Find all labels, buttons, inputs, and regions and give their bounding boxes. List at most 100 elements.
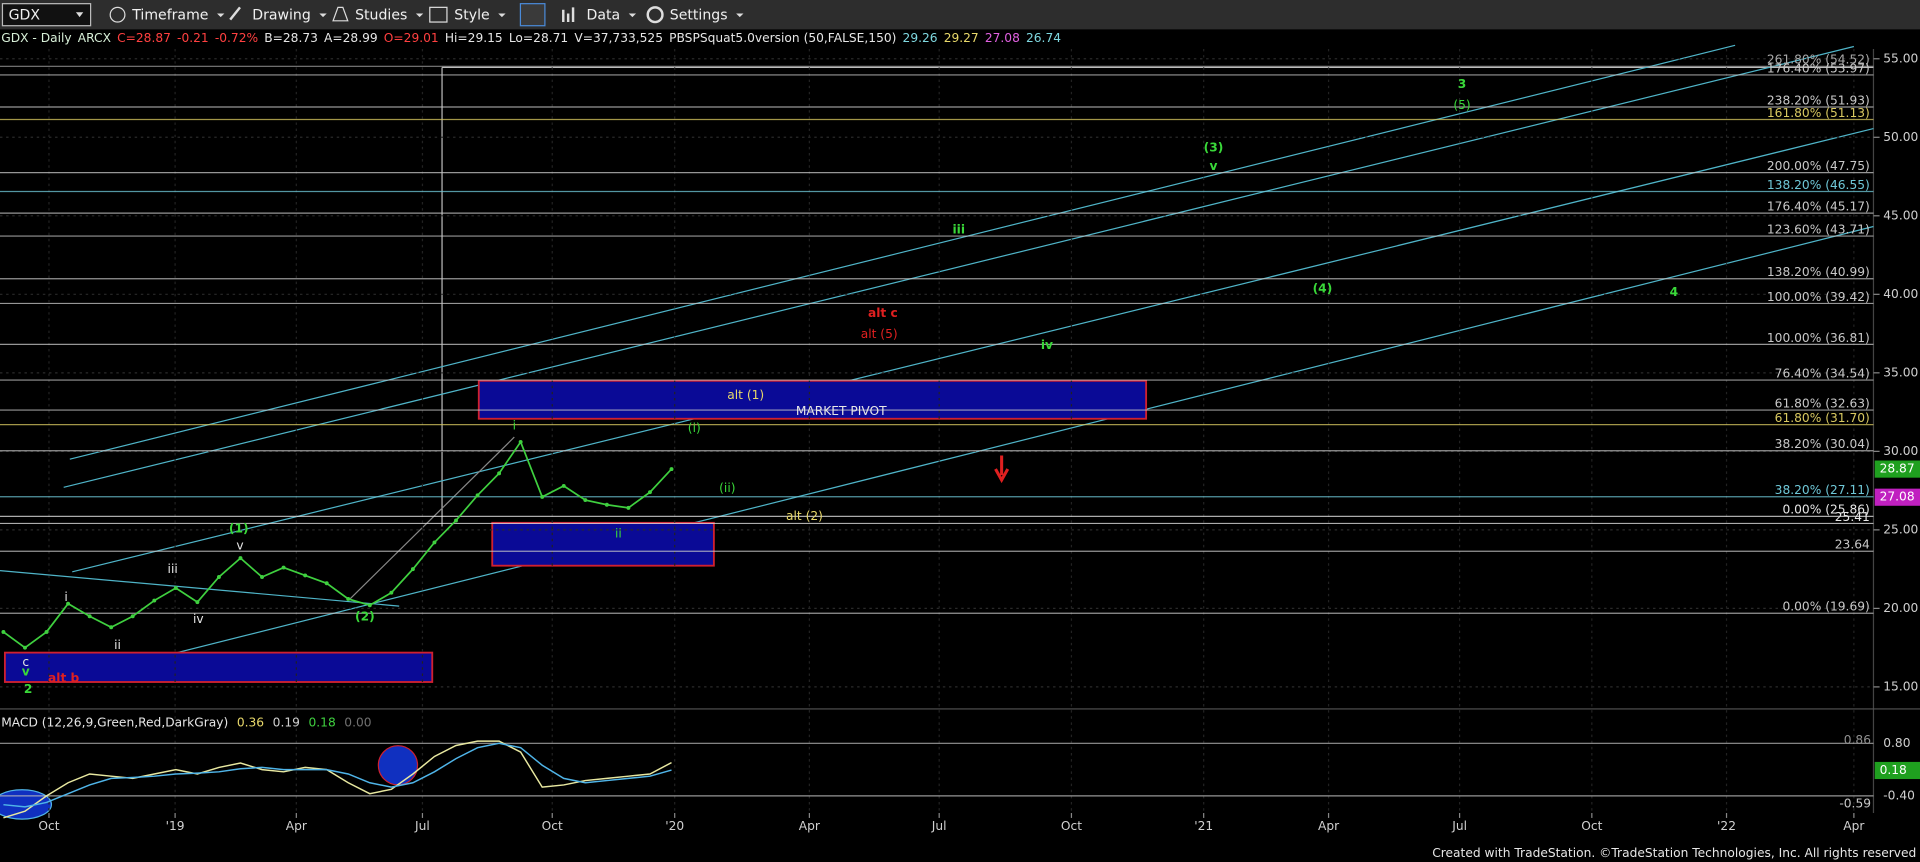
toolbar (0, 0, 1920, 30)
fib-label: 0.00% (19.69) (1782, 600, 1869, 614)
status-item: ARCX (78, 30, 111, 44)
fib-label: 23.64 (1835, 538, 1870, 552)
menu-chevron[interactable] (628, 13, 637, 18)
fib-label: 61.80% (31.70) (1775, 411, 1870, 425)
status-item: A=28.99 (324, 30, 378, 44)
price-point (648, 490, 652, 495)
fib-label: 161.80% (51.13) (1767, 106, 1870, 120)
fib-label: 100.00% (36.81) (1767, 331, 1870, 345)
price-tick-label: 50.00 (1883, 130, 1918, 144)
wave-label: MARKET PIVOT (796, 404, 887, 418)
wave-label: 4 (1670, 285, 1679, 299)
toolbar-menu[interactable]: Studies (355, 7, 407, 23)
wave-label: (5) (1453, 98, 1470, 112)
wave-label: v (236, 539, 243, 553)
price-marker-label: 27.08 (1880, 490, 1915, 504)
price-line (2, 440, 673, 649)
menu-chevron[interactable] (217, 13, 225, 18)
wave-label: iii (952, 223, 965, 237)
fib-label: 76.40% (34.54) (1775, 366, 1870, 380)
price-point (540, 494, 545, 499)
price-point (410, 567, 415, 572)
time-tick-label: Jul (414, 819, 430, 833)
macd-highlight (0, 789, 53, 820)
macd-readout: 0.19 (273, 715, 300, 729)
menu-chevron[interactable] (319, 13, 327, 18)
price-point (346, 597, 351, 601)
status-item: Hi=29.15 (445, 30, 503, 44)
menu-chevron[interactable] (736, 13, 744, 18)
price-point (238, 556, 243, 561)
wave-label: i (513, 419, 516, 433)
fib-label: 25.41 (1835, 510, 1870, 524)
price-tick-label: 25.00 (1883, 522, 1918, 536)
toolbar-menu[interactable]: Data (587, 7, 621, 23)
toolbar-menu[interactable]: Style (454, 7, 489, 23)
wave-label: i (64, 590, 67, 604)
fib-label: 123.60% (43.71) (1767, 222, 1870, 236)
fib-label: 138.20% (40.99) (1767, 265, 1870, 279)
price-point (475, 493, 480, 498)
price-point (44, 629, 49, 634)
macd-title: MACD (12,26,9,Green,Red,DarkGray) 0.36 0.1… (1, 715, 371, 729)
toolbar-menu[interactable]: Timeframe (131, 7, 208, 23)
layout-icon[interactable] (519, 3, 546, 27)
price-point (66, 601, 71, 606)
price-point (173, 586, 178, 590)
fib-label: 238.20% (51.93) (1767, 93, 1870, 107)
wave-label: v (22, 665, 30, 679)
menu-chevron[interactable] (415, 13, 424, 18)
symbol-box[interactable] (1, 3, 92, 27)
time-tick-label: Jul (931, 819, 947, 833)
macd-line (3, 740, 672, 819)
price-point (626, 505, 631, 510)
price-point (216, 575, 221, 579)
wave-label: iv (193, 612, 204, 626)
toolbar-menu[interactable]: Settings (670, 7, 728, 23)
status-item: V=37,733,525 (574, 30, 663, 44)
wave-label: c (22, 655, 29, 669)
price-tick-label: 35.00 (1883, 365, 1918, 379)
settings-icon (646, 6, 664, 24)
fib-label: 200.00% (47.75) (1767, 159, 1870, 173)
channel-line (0, 569, 400, 607)
macd-marker-label: -0.59 (1839, 797, 1871, 811)
time-tick-label: Oct (38, 819, 59, 833)
price-point (518, 439, 523, 444)
market-pivot-zone (477, 379, 1148, 420)
time-tick-label: Oct (542, 819, 563, 833)
wave-label: alt c (868, 306, 898, 320)
status-item: 27.08 (985, 30, 1020, 44)
time-tick-label: Apr (799, 819, 821, 833)
price-tick-label: 45.00 (1883, 208, 1918, 222)
price-point (669, 467, 674, 472)
fib-label: 38.20% (30.04) (1775, 437, 1870, 451)
studies-icon (332, 6, 349, 22)
footer: Created with TradeStation. ©TradeStation… (1432, 846, 1916, 860)
price-point (260, 575, 264, 579)
timeframe-icon (109, 6, 126, 23)
data-icon (562, 7, 575, 23)
price-point (303, 573, 308, 578)
status-item: -0.21 (177, 30, 209, 44)
toolbar-menu[interactable]: Drawing (252, 7, 311, 23)
drawing-icon (229, 6, 241, 21)
symbol-dropdown-icon[interactable] (75, 12, 84, 18)
channel-line (72, 127, 1874, 573)
macd-marker-label: 0.18 (1880, 763, 1907, 777)
status-item: -0.72% (215, 30, 258, 44)
down-arrow (994, 455, 1010, 484)
status-item: 29.27 (944, 30, 979, 44)
time-tick-label: Apr (1318, 819, 1340, 833)
price-marker (1874, 460, 1920, 478)
status-item: 29.26 (903, 30, 938, 44)
wave-label: iii (168, 562, 178, 576)
menu-chevron[interactable] (498, 13, 506, 18)
symbol-input[interactable]: GDX (9, 7, 41, 23)
price-point (152, 598, 157, 603)
signal-line (3, 742, 672, 808)
price-point (604, 502, 609, 507)
time-tick-label: Jul (1451, 819, 1467, 833)
macd-tick-label: -0.40 (1883, 788, 1915, 802)
